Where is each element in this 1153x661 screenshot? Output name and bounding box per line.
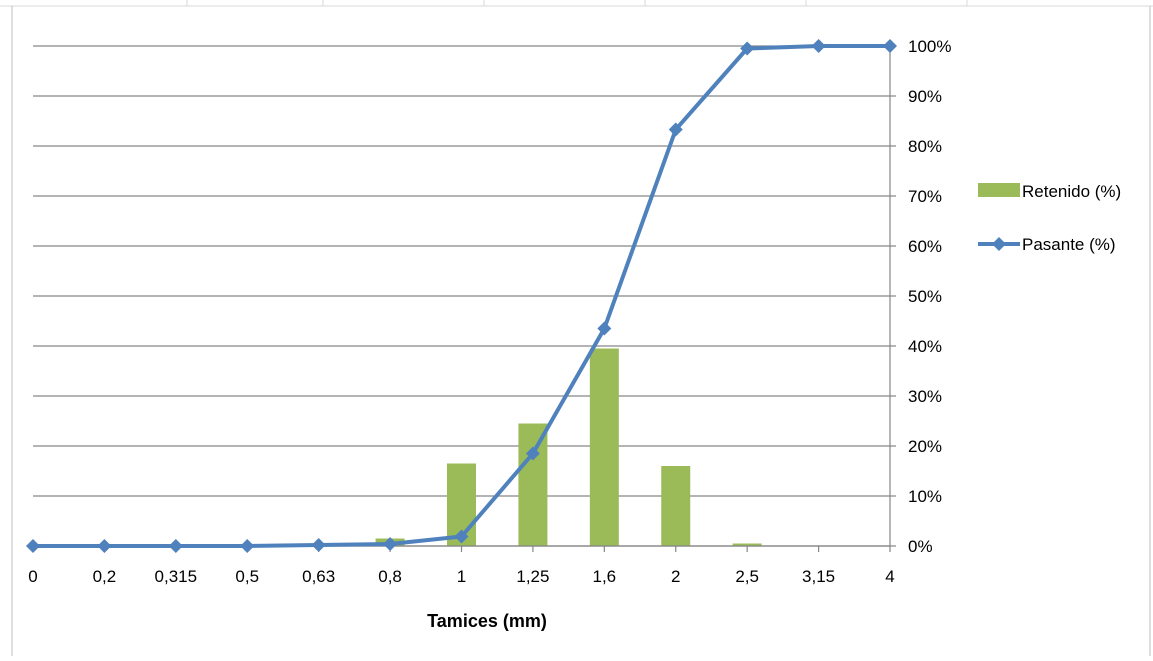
pasante-point: [811, 39, 826, 53]
x-tick-label: 0,315: [155, 567, 198, 586]
retenido-bar: [518, 423, 548, 546]
x-tick-label: 0,2: [93, 567, 117, 586]
pasante-point: [26, 539, 40, 553]
x-tick-label: 3,15: [802, 567, 835, 586]
pasante-point: [97, 539, 112, 553]
legend-pasante-marker: [992, 237, 1006, 251]
legend-pasante-label: Pasante (%): [1022, 235, 1116, 254]
pasante-point: [383, 537, 398, 551]
pasante-point: [668, 122, 683, 137]
pasante-point: [168, 539, 183, 553]
x-tick-label: 1,25: [516, 567, 549, 586]
x-tick-label: 0: [28, 567, 37, 586]
pasante-point: [597, 321, 612, 336]
pasante-point: [883, 39, 897, 53]
retenido-bar: [732, 543, 762, 546]
x-tick-label: 0,8: [378, 567, 402, 586]
y-tick-label: 100%: [908, 37, 951, 56]
y-tick-label: 50%: [908, 287, 942, 306]
pasante-point: [240, 539, 255, 553]
y-tick-label: 10%: [908, 487, 942, 506]
y-tick-label: 90%: [908, 87, 942, 106]
y-tick-label: 40%: [908, 337, 942, 356]
x-axis-label: Tamices (mm): [427, 611, 547, 631]
y-tick-label: 80%: [908, 137, 942, 156]
y-tick-label: 0%: [908, 537, 933, 556]
retenido-bars: [304, 348, 762, 546]
x-tick-label: 1,6: [593, 567, 617, 586]
pasante-line: [26, 39, 897, 553]
x-tick-labels: 0 0,2 0,315 0,5 0,63 0,8 1 1,25 1,6 2 2,5 3,15 4: [28, 567, 894, 586]
pasante-point: [311, 538, 326, 552]
y-tick-labels: 0% 10% 20% 30% 40% 50% 60% 70% 80% 90% 100%: [908, 37, 951, 556]
x-tick-label: 0,63: [302, 567, 335, 586]
gridlines: [33, 45, 890, 547]
pasante-point: [525, 446, 540, 461]
pasante-point: [454, 529, 469, 544]
x-tick-label: 1: [457, 567, 466, 586]
x-tick-label: 2,5: [735, 567, 759, 586]
x-tick-label: 4: [885, 567, 894, 586]
legend-retenido-swatch: [978, 183, 1020, 197]
legend: Retenido (%) Pasante (%): [978, 182, 1121, 254]
y-tick-label: 30%: [908, 387, 942, 406]
y-tick-label: 60%: [908, 237, 942, 256]
x-tick-label: 2: [671, 567, 680, 586]
legend-retenido-label: Retenido (%): [1022, 182, 1121, 201]
retenido-bar: [589, 348, 619, 546]
y-tick-label: 70%: [908, 187, 942, 206]
y-tick-label: 20%: [908, 437, 942, 456]
pasante-point: [740, 41, 755, 56]
retenido-bar: [661, 466, 691, 546]
x-tick-label: 0,5: [235, 567, 259, 586]
